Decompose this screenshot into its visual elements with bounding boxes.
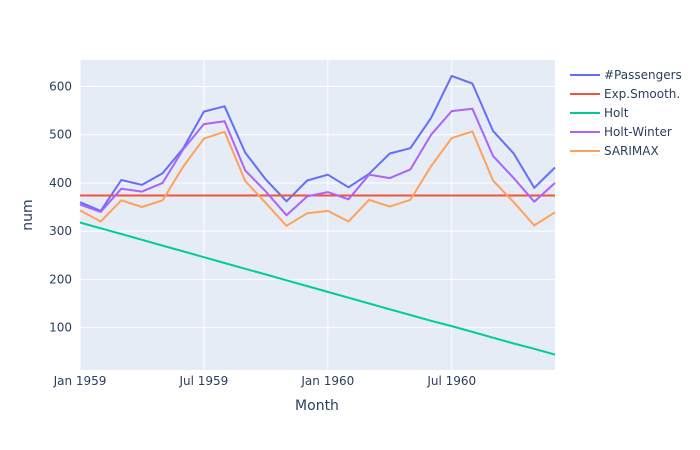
x-axis-title: Month — [295, 398, 339, 414]
series-line-passengers — [79, 74, 556, 212]
y-tick-label: 600 — [49, 80, 72, 94]
legend-item-sarimax-label: SARIMAX — [604, 144, 659, 158]
series-lines — [79, 74, 556, 356]
y-tick-label: 500 — [49, 128, 72, 142]
x-axis-ticks: Jan 1959 Jul 1959 Jan 1960 Jul 1960 — [53, 374, 477, 388]
y-axis-title: num — [20, 199, 36, 230]
series-line-holt-winter — [79, 107, 556, 217]
series-line-sarimax — [79, 130, 556, 227]
x-tick-label: Jul 1960 — [426, 374, 476, 388]
legend-item-holt-label: Holt — [604, 106, 629, 120]
legend-item-passengers-label: #Passengers — [604, 68, 682, 82]
y-axis-ticks: 100 200 300 400 500 600 — [49, 80, 72, 335]
y-tick-label: 200 — [49, 272, 72, 286]
legend: #Passengers Exp.Smooth. Holt Holt-Winter SAR… — [570, 68, 682, 158]
y-tick-label: 100 — [49, 321, 72, 335]
legend-item-exp-smooth-label: Exp.Smooth. — [604, 87, 680, 101]
plot-background — [80, 60, 555, 370]
legend-item-holt-winter-label: Holt-Winter — [604, 125, 672, 139]
y-tick-label: 400 — [49, 176, 72, 190]
x-tick-label: Jan 1959 — [53, 374, 107, 388]
x-tick-label: Jan 1960 — [300, 374, 354, 388]
x-tick-label: Jul 1959 — [178, 374, 228, 388]
series-line-holt — [79, 221, 556, 356]
gridlines — [79, 60, 555, 370]
y-tick-label: 300 — [49, 224, 72, 238]
